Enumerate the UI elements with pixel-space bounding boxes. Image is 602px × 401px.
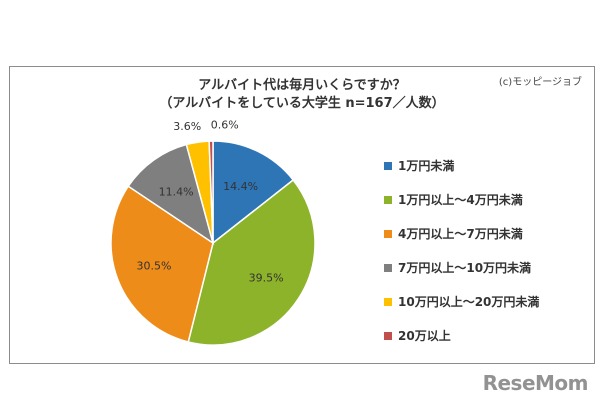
legend-item: 7万円以上～10万円未満: [384, 259, 531, 276]
chart-subtitle: （アルバイトをしている大学生 n=167／人数）: [159, 96, 445, 111]
legend-label: 7万円以上～10万円未満: [398, 261, 532, 275]
slice-label: 39.5%: [249, 271, 284, 284]
legend-label: 10万円以上～20万円未満: [398, 295, 540, 309]
legend-label: 1万円未満: [398, 159, 455, 173]
legend-swatch: [384, 229, 392, 238]
resemom-logo: ReseMom: [482, 371, 589, 395]
legend-label: 4万円以上～7万円未満: [398, 227, 523, 241]
legend-swatch: [384, 161, 392, 170]
legend-item: 1万円以上～4万円未満: [384, 191, 523, 208]
legend-swatch: [384, 297, 392, 306]
slice-label: 3.6%: [173, 120, 201, 133]
legend-label: 20万以上: [398, 329, 451, 343]
pie-chart: 14.4% 39.5% 30.5% 11.4% 3.6% 0.6%: [110, 119, 316, 346]
slice-label: 30.5%: [137, 260, 172, 273]
chart-title: アルバイト代は毎月いくらですか？: [198, 78, 406, 93]
credit-text: (c)モッピージョブ: [498, 77, 582, 88]
slice-label: 11.4%: [159, 186, 194, 199]
pie-slice: [110, 185, 214, 343]
pie-slice: [127, 143, 215, 245]
pie-slice: [212, 140, 295, 245]
slice-label: 0.6%: [211, 119, 239, 132]
legend-item: 1万円未満: [384, 157, 454, 174]
pie-slice: [208, 140, 214, 244]
legend-swatch: [384, 195, 392, 204]
pie-slice: [187, 178, 316, 346]
legend-item: 20万以上: [384, 327, 451, 344]
legend-swatch: [384, 263, 392, 272]
legend-item: 10万円以上～20万円未満: [384, 293, 539, 310]
legend-item: 4万円以上～7万円未満: [384, 225, 523, 242]
legend-swatch: [384, 331, 392, 340]
legend-label: 1万円以上～4万円未満: [398, 193, 523, 207]
chart-frame: アルバイト代は毎月いくらですか？ （アルバイトをしている大学生 n=167／人数…: [9, 66, 595, 364]
slice-label: 14.4%: [223, 180, 258, 193]
